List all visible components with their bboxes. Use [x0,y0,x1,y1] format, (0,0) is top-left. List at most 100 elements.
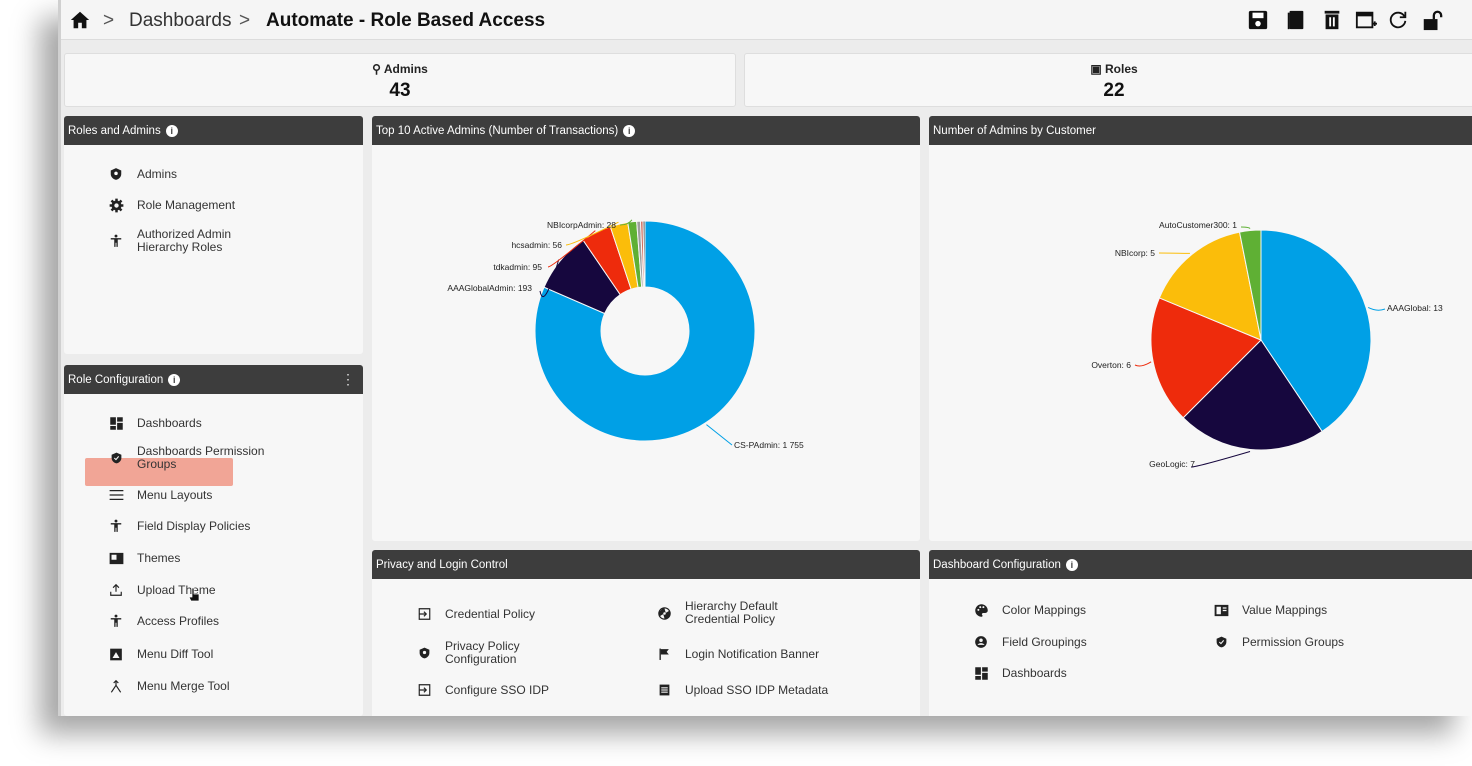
menu-item-field-display-policies[interactable]: Field Display Policies [108,518,250,534]
highlight-upload-theme [85,458,233,486]
location-pin-icon: ⚲ [372,62,381,76]
top-admins-panel: Top 10 Active Admins (Number of Transact… [372,116,920,541]
refresh-icon[interactable] [1387,8,1409,32]
data-label-tdkadmin: tdkadmin: 95 [493,262,542,272]
add-window-icon[interactable] [1355,8,1377,32]
radiation-icon [656,605,672,621]
shield-icon [416,645,432,661]
save-icon[interactable] [1247,8,1269,32]
shield-icon [1213,634,1229,650]
menu-item-hierarchy-default-credential-policy[interactable]: Hierarchy Default Credential Policy [656,600,778,626]
roles-stat-value: 22 [1103,80,1125,101]
pie-slice-cs-padmin[interactable] [534,220,756,442]
theme-icon [108,550,124,566]
pie-slice-other-7[interactable] [642,220,646,288]
menu-item-menu-diff-tool[interactable]: Menu Diff Tool [108,646,213,662]
data-label-geologic: GeoLogic: 7 [1149,459,1195,469]
menu-item-field-groupings[interactable]: Field Groupings [973,634,1087,650]
panel-title: Role Configuration [68,373,164,386]
menu-item-privacy-policy-configuration[interactable]: Privacy Policy Configuration [416,640,520,666]
data-label-aaaglobaladmin: AAAGlobalAdmin: 193 [447,283,532,293]
panel-title: Number of Admins by Customer [933,124,1096,137]
data-label-cs-padmin: CS-PAdmin: 1 755 [734,440,804,450]
top-bar: > Dashboards > Automate - Role Based Acc… [61,0,1472,40]
info-icon[interactable]: i [1065,558,1078,571]
label-leader-line [706,424,733,446]
dashboard-app: > Dashboards > Automate - Role Based Acc… [58,0,1472,716]
merge-icon [108,678,124,694]
document-icon [656,682,672,698]
pie-slice-geologic[interactable] [1182,339,1323,451]
dashboard-grid-icon [108,415,124,431]
top-admins-donut-chart: CS-PAdmin: 1 755 AAAGlobalAdmin: 193 tdkad… [447,219,804,450]
roles-admins-panel: Roles and Admins i Admins Role Managemen… [64,116,363,354]
menu-item-dashboards-config[interactable]: Dashboards [973,665,1067,681]
label-leader-line [565,221,619,246]
menu-item-upload-sso-idp-metadata[interactable]: Upload SSO IDP Metadata [656,682,828,698]
login-arrow-icon [416,682,432,698]
pie-slice-nbicorp[interactable] [1158,231,1262,341]
breadcrumb-dashboards[interactable]: Dashboards [129,10,232,31]
menu-item-access-profiles[interactable]: Access Profiles [108,613,219,629]
menu-item-dashboards[interactable]: Dashboards [108,415,202,431]
panel-title: Top 10 Active Admins (Number of Transact… [376,124,619,137]
hand-cursor-icon [188,588,200,602]
home-icon[interactable] [69,9,91,31]
person-icon [108,233,124,249]
dashboard-grid-icon [973,665,989,681]
data-label-nbicorp: NBIcorp: 5 [1115,248,1155,258]
menu-item-dashboards-permission-groups[interactable]: Dashboards Permission Groups [108,445,264,471]
copy-icon[interactable] [1285,8,1307,32]
menu-item-role-management[interactable]: Role Management [108,197,235,213]
delete-icon[interactable] [1321,8,1343,32]
person-icon [108,613,124,629]
label-leader-line [539,259,560,298]
admins-stat-label: Admins [383,62,428,76]
info-icon[interactable]: i [168,373,181,386]
admins-stat-card[interactable]: ⚲ Admins 43 [64,53,736,107]
menu-item-color-mappings[interactable]: Color Mappings [973,602,1086,618]
menu-item-menu-layouts[interactable]: Menu Layouts [108,487,212,503]
menu-item-permission-groups[interactable]: Permission Groups [1213,634,1344,650]
label-leader-line [619,219,633,226]
privacy-login-panel: Privacy and Login Control [372,550,920,716]
diff-icon [108,646,124,662]
data-label-hcsadmin: hcsadmin: 56 [511,240,562,250]
menu-item-value-mappings[interactable]: Value Mappings [1213,602,1327,618]
panel-title: Privacy and Login Control [376,558,508,571]
breadcrumb-separator: > [239,10,251,31]
page-title: Automate - Role Based Access [266,10,546,31]
pie-slice-overton[interactable] [1150,297,1262,419]
menu-item-configure-sso-idp[interactable]: Configure SSO IDP [416,682,549,698]
login-arrow-icon [416,606,432,622]
unlock-icon[interactable] [1421,8,1443,32]
book-icon [1213,602,1229,618]
menu-item-upload-theme[interactable]: Upload Theme [108,582,216,598]
menu-item-themes[interactable]: Themes [108,550,180,566]
data-label-autocustomer300: AutoCustomer300: 1 [1159,220,1237,230]
id-badge-icon: ▣ [1090,62,1102,76]
info-icon[interactable]: i [165,124,178,137]
palette-icon [973,602,989,618]
info-icon[interactable]: i [623,124,636,137]
menu-item-authorized-admin-hierarchy-roles[interactable]: Authorized Admin Hierarchy Roles [108,228,231,254]
shield-icon [108,450,124,466]
admins-stat-value: 43 [389,80,411,101]
admins-by-customer-panel: Number of Admins by Customer AAAGlobal: … [929,116,1472,541]
menu-item-credential-policy[interactable]: Credential Policy [416,606,535,622]
flag-icon [656,646,672,662]
person-icon [108,518,124,534]
pie-slice-autocustomer300[interactable] [1238,229,1262,341]
menu-item-login-notification-banner[interactable]: Login Notification Banner [656,646,819,662]
data-label-overton: Overton: 6 [1091,360,1131,370]
panel-title: Roles and Admins [68,124,161,137]
breadcrumb-separator: > [103,10,115,31]
menu-item-admins[interactable]: Admins [108,166,177,182]
label-leader-line [1367,307,1386,311]
menu-item-menu-merge-tool[interactable]: Menu Merge Tool [108,678,230,694]
admin-shield-icon [108,166,124,182]
more-options-icon[interactable]: ⋮ [341,371,355,387]
roles-stat-card[interactable]: ▣ Roles 22 [744,53,1472,107]
label-leader-line [1134,361,1152,367]
